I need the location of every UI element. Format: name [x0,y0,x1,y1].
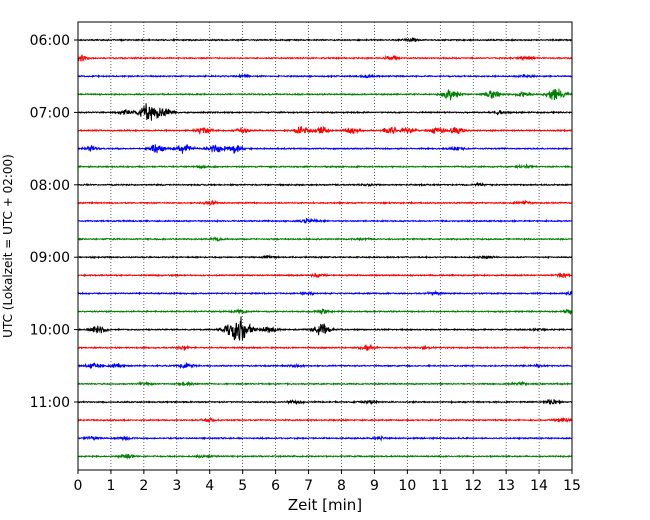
axis-ticks: 0 1 2 3 4 5 6 7 8 9 10 11 12 13 14 1506:0007:0008:0009:… [30,33,581,494]
x-tick-label: 3 [172,478,181,494]
x-tick-label: 14 [530,478,548,494]
trace-0600-line [77,37,573,43]
x-tick-label: 13 [497,478,515,494]
trace-1000-line [77,316,573,341]
x-tick-label: 7 [304,478,313,494]
y-tick-label: 11:00 [30,395,70,411]
x-tick-label: 15 [563,478,581,494]
y-tick-label: 10:00 [30,323,70,339]
trace-0630-line [77,73,573,79]
x-tick-label: 4 [205,478,214,494]
trace-0645-line [77,88,573,101]
y-axis-label: UTC (Lokalzeit = UTC + 02:00) [1,154,15,338]
trace-1030-line [77,362,573,370]
y-tick-label: 07:00 [30,105,70,121]
trace-0915-line [77,272,573,279]
x-tick-label: 10 [398,478,416,494]
trace-0615-line [77,54,573,62]
x-tick-label: 12 [464,478,482,494]
y-tick-label: 06:00 [30,33,70,49]
trace-1145-line [77,453,573,461]
x-tick-label: 5 [238,478,247,494]
trace-1045-line [77,380,573,388]
trace-1130-line [77,435,573,442]
trace-1115-line [77,416,573,424]
x-tick-label: 0 [74,478,83,494]
trace-0945-line [77,307,573,315]
trace-0900-line [77,254,573,260]
x-tick-label: 11 [431,478,449,494]
x-tick-label: 8 [337,478,346,494]
x-tick-label: 6 [271,478,280,494]
trace-0830-line [77,217,573,225]
trace-0715-line [77,126,573,135]
trace-1015-line [77,343,573,352]
trace-0815-line [77,199,573,206]
x-tick-label: 1 [106,478,115,494]
trace-0700-line [77,103,573,121]
trace-0730-line [77,144,573,154]
x-tick-label: 2 [139,478,148,494]
trace-0930-line [77,289,573,297]
seismogram-traces [77,37,573,461]
y-tick-label: 09:00 [30,250,70,266]
x-axis-label: Zeit [min] [288,496,362,514]
trace-0800-line [77,181,573,188]
plot-frame [77,21,573,471]
x-tick-label: 9 [370,478,379,494]
y-tick-label: 08:00 [30,178,70,194]
trace-1100-line [77,398,573,406]
trace-0745-line [77,163,573,170]
trace-0845-line [77,235,573,243]
